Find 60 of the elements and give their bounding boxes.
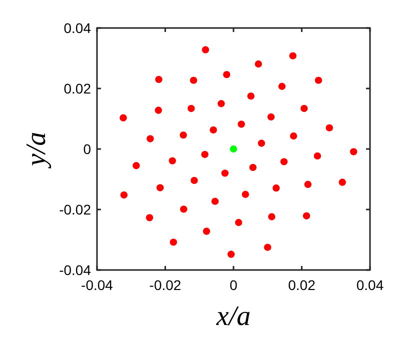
y-tick-label: 0 xyxy=(83,141,92,157)
point xyxy=(242,190,250,198)
point xyxy=(188,104,195,112)
point xyxy=(221,170,229,177)
point xyxy=(201,150,208,158)
point xyxy=(272,184,280,192)
point xyxy=(170,238,178,246)
point xyxy=(180,206,188,213)
x-tick-label: 0 xyxy=(230,277,238,293)
point xyxy=(235,218,242,226)
point xyxy=(278,82,286,90)
y-tick-label: -0.02 xyxy=(59,202,92,218)
point xyxy=(304,180,312,188)
point xyxy=(202,46,210,54)
point xyxy=(326,124,333,132)
x-axis-title: x/a xyxy=(215,301,251,332)
point xyxy=(120,114,127,122)
x-tick-label: -0.02 xyxy=(149,277,182,293)
x-tick-label: 0.04 xyxy=(356,277,384,293)
point xyxy=(210,126,217,134)
y-axis-title: y/a xyxy=(21,132,52,170)
point xyxy=(280,158,288,166)
point xyxy=(264,244,272,251)
y-tick-label: 0.04 xyxy=(64,20,92,36)
x-tick-label: -0.04 xyxy=(81,277,114,293)
point xyxy=(146,214,154,222)
point xyxy=(120,191,128,199)
point xyxy=(267,113,275,121)
point xyxy=(218,100,225,108)
point xyxy=(228,250,235,258)
point xyxy=(314,76,322,84)
point xyxy=(230,145,238,153)
point xyxy=(202,228,210,235)
point xyxy=(338,178,346,186)
point xyxy=(247,92,255,100)
point xyxy=(268,213,276,220)
point xyxy=(190,176,198,184)
point xyxy=(223,70,230,78)
y-tick-label: 0.02 xyxy=(64,80,92,96)
point xyxy=(314,152,322,160)
point xyxy=(290,132,298,140)
x-tick-label: 0.02 xyxy=(288,277,316,293)
point xyxy=(154,106,162,114)
point xyxy=(132,162,140,170)
point xyxy=(180,131,187,139)
point xyxy=(289,52,296,60)
point xyxy=(190,76,198,84)
y-tick-label: -0.04 xyxy=(59,262,92,278)
point xyxy=(249,164,257,172)
point xyxy=(300,104,308,112)
point xyxy=(254,60,262,68)
point xyxy=(211,198,219,205)
point xyxy=(350,148,358,156)
point xyxy=(155,76,162,84)
point xyxy=(168,157,176,164)
point xyxy=(156,184,164,192)
point xyxy=(146,135,154,142)
point xyxy=(302,212,310,220)
point xyxy=(238,120,245,128)
point xyxy=(258,140,266,147)
